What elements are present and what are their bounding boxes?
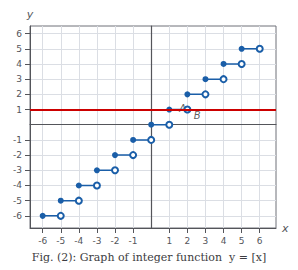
svg-text:-2: -2: [13, 150, 22, 160]
svg-text:-4: -4: [74, 236, 83, 246]
svg-text:B: B: [194, 110, 201, 121]
svg-text:1: 1: [16, 105, 22, 115]
svg-text:-6: -6: [38, 236, 47, 246]
svg-text:4: 4: [221, 236, 227, 246]
svg-text:3: 3: [16, 74, 22, 84]
svg-text:-3: -3: [92, 236, 101, 246]
svg-text:4: 4: [16, 59, 22, 69]
svg-text:-6: -6: [13, 211, 22, 221]
svg-text:x: x: [281, 222, 289, 235]
svg-text:-1: -1: [13, 135, 22, 145]
svg-text:y: y: [26, 8, 34, 21]
svg-text:-5: -5: [56, 236, 65, 246]
svg-text:1: 1: [166, 236, 172, 246]
svg-text:2: 2: [185, 236, 191, 246]
svg-text:5: 5: [16, 44, 22, 54]
svg-text:3: 3: [203, 236, 209, 246]
svg-text:-5: -5: [13, 196, 22, 206]
svg-text:-4: -4: [13, 180, 22, 190]
svg-text:A: A: [179, 102, 187, 114]
svg-text:5: 5: [239, 236, 245, 246]
svg-text:-1: -1: [129, 236, 138, 246]
svg-text:6: 6: [257, 236, 263, 246]
svg-text:2: 2: [16, 89, 22, 99]
svg-text:Fig. (2): Graph of integer fun: Fig. (2): Graph of integer function y = …: [32, 251, 266, 264]
svg-text:6: 6: [16, 29, 22, 39]
svg-text:-3: -3: [13, 165, 22, 175]
svg-text:-2: -2: [111, 236, 120, 246]
